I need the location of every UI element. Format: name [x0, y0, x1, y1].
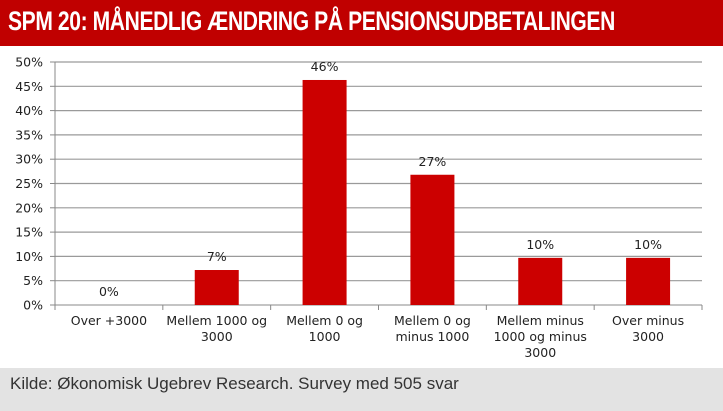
data-label: 27%: [419, 154, 447, 169]
footer: Kilde: Økonomisk Ugebrev Research. Surve…: [0, 368, 723, 411]
data-label: 7%: [207, 249, 227, 264]
category-label: Mellem minus 1000 og minus 3000: [493, 313, 587, 360]
bar: [518, 257, 563, 305]
data-label: 46%: [311, 59, 339, 74]
title-bar: SPM 20: MÅNEDLIG ÆNDRING PÅ PENSIONSUDBE…: [0, 0, 723, 46]
bar-chart: 0% 5% 10% 15% 20% 25% 30% 35% 40% 45% 50% 0% 7% 46% 27…: [15, 55, 703, 313]
y-tick-label: 30%: [15, 152, 43, 167]
data-label: 0%: [99, 284, 119, 299]
bar: [626, 257, 671, 305]
y-tick-label: 15%: [15, 225, 43, 240]
y-tick-label: 20%: [15, 200, 43, 215]
y-tick-label: 45%: [15, 79, 43, 94]
data-label: 10%: [526, 237, 554, 252]
bar: [194, 270, 239, 305]
y-tick-label: 35%: [15, 127, 43, 142]
bar: [302, 79, 347, 305]
y-tick-label: 50%: [15, 55, 43, 70]
y-tick-label: 0%: [23, 298, 43, 313]
y-tick-label: 10%: [15, 249, 43, 264]
y-tick-label: 5%: [23, 273, 43, 288]
category-label: Mellem 0 og 1000: [286, 313, 363, 344]
data-label: 10%: [634, 237, 662, 252]
y-tick-label: 40%: [15, 103, 43, 118]
category-label: Over +3000: [70, 313, 148, 328]
chart-title: SPM 20: MÅNEDLIG ÆNDRING PÅ PENSIONSUDBE…: [8, 6, 615, 36]
category-label: Over minus 3000: [612, 313, 685, 344]
source-note: Kilde: Økonomisk Ugebrev Research. Surve…: [10, 374, 459, 393]
bar: [410, 174, 455, 305]
y-tick-label: 25%: [15, 176, 43, 191]
category-label: Mellem 1000 og 3000: [166, 313, 268, 344]
category-label: Mellem 0 og minus 1000: [394, 313, 471, 344]
